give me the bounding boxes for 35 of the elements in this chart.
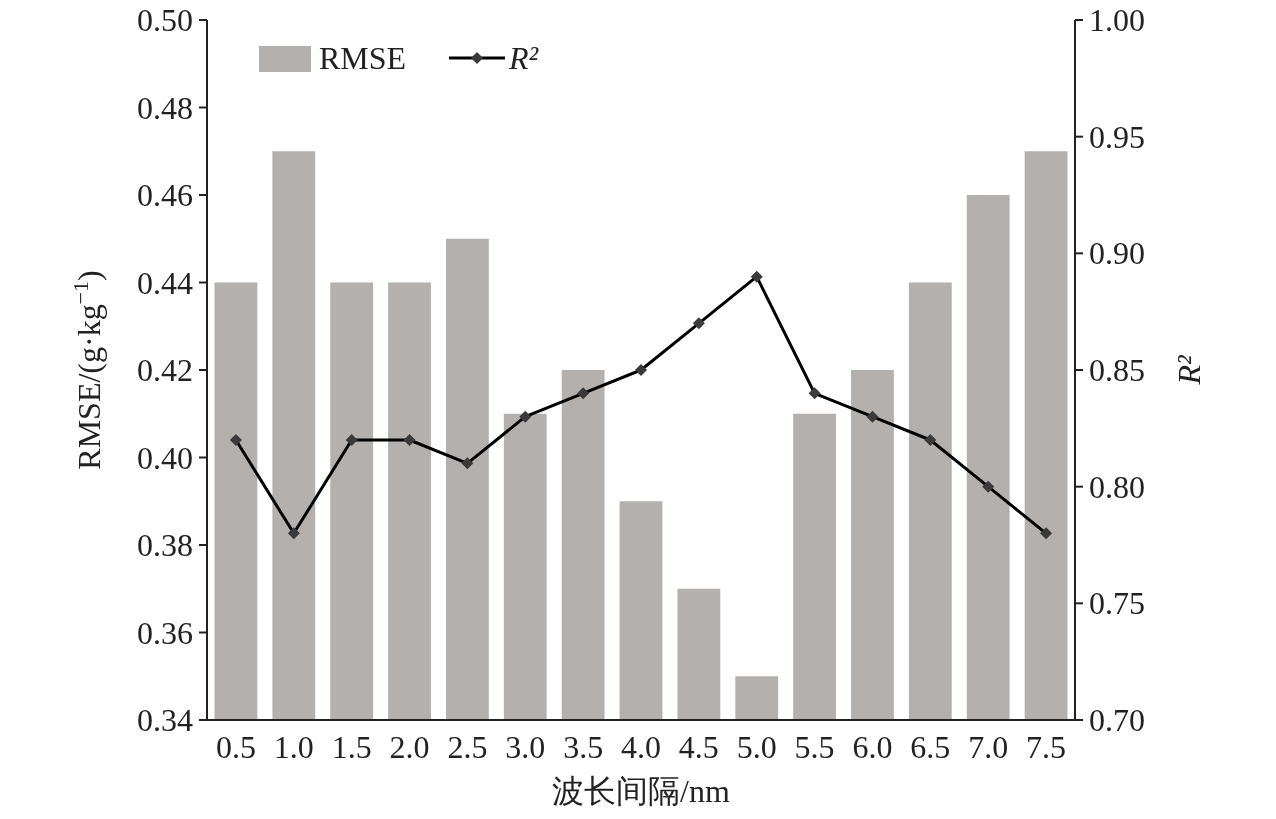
x-tick-label: 0.5 [215, 729, 256, 765]
x-axis-title: 波长间隔/nm [552, 773, 730, 809]
y2-tick-label: 0.80 [1089, 468, 1145, 505]
y-tick-label: 0.38 [137, 527, 193, 563]
x-tick-label: 1.0 [273, 729, 314, 765]
y2-tick-label: 0.90 [1089, 235, 1145, 272]
x-tick-label: 6.0 [852, 729, 893, 765]
x-tick-label: 3.0 [505, 729, 546, 765]
x-tick-label: 2.5 [447, 729, 488, 765]
x-tick-label: 7.0 [968, 729, 1009, 765]
legend-label: RMSE [319, 40, 407, 76]
y2-axis-title: R² [1171, 354, 1207, 386]
y-tick-label: 0.46 [137, 177, 193, 213]
x-tick-label: 7.5 [1026, 729, 1067, 765]
x-tick-label: 3.5 [563, 729, 604, 765]
y-tick-label: 0.34 [137, 702, 193, 738]
x-tick-label: 6.5 [910, 729, 951, 765]
y-tick-label: 0.42 [137, 352, 193, 388]
x-tick-label: 5.0 [736, 729, 777, 765]
y2-tick-label: 1.00 [1089, 2, 1145, 38]
y2-tick-label: 0.75 [1089, 585, 1145, 622]
y-tick-label: 0.48 [137, 89, 193, 126]
x-tick-label: 1.5 [331, 729, 372, 765]
y-tick-label: 0.36 [137, 614, 193, 651]
x-tick-label: 2.0 [389, 729, 430, 765]
y-tick-label: 0.40 [137, 439, 193, 476]
y2-tick-label: 0.85 [1089, 352, 1145, 388]
legend-label: R² [508, 40, 540, 76]
x-tick-label: 5.5 [794, 729, 835, 765]
y2-tick-label: 0.95 [1089, 118, 1145, 155]
x-tick-label: 4.0 [621, 729, 661, 765]
y2-tick-label: 0.70 [1089, 702, 1145, 738]
y-tick-label: 0.44 [137, 264, 193, 301]
y-tick-label: 0.50 [137, 2, 193, 38]
x-tick-label: 4.5 [678, 729, 719, 765]
